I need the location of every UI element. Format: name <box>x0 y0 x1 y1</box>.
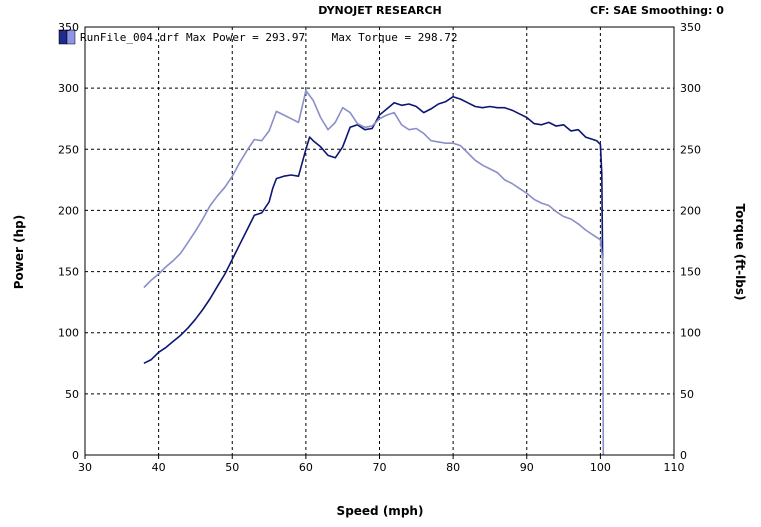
x-tick-label: 40 <box>152 461 166 474</box>
chart-title: DYNOJET RESEARCH <box>318 4 441 17</box>
y-left-tick-label: 350 <box>58 21 79 34</box>
y-right-tick-label: 300 <box>680 82 701 95</box>
y-right-tick-label: 250 <box>680 143 701 156</box>
x-tick-label: 80 <box>446 461 460 474</box>
y-left-tick-label: 0 <box>72 449 79 462</box>
y-right-tick-label: 100 <box>680 327 701 340</box>
x-tick-label: 110 <box>664 461 685 474</box>
x-tick-label: 100 <box>590 461 611 474</box>
x-tick-label: 50 <box>225 461 239 474</box>
x-axis-ticks: 30 40 50 60 70 80 90 100 110 <box>78 455 685 474</box>
data-series <box>143 89 605 456</box>
y-left-tick-label: 300 <box>58 82 79 95</box>
x-tick-label: 90 <box>520 461 534 474</box>
x-tick-label: 70 <box>373 461 387 474</box>
x-tick-label: 30 <box>78 461 92 474</box>
x-axis-label: Speed (mph) <box>337 504 424 518</box>
y-right-tick-label: 200 <box>680 204 701 217</box>
y-right-tick-label: 0 <box>680 449 687 462</box>
y-left-tick-label: 200 <box>58 204 79 217</box>
y-left-tick-label: 150 <box>58 266 79 279</box>
y-right-tick-label: 150 <box>680 266 701 279</box>
y-right-tick-label: 350 <box>680 21 701 34</box>
legend-swatch-torque <box>66 29 76 45</box>
y-axis-left-label: Power (hp) <box>12 215 26 289</box>
y-right-tick-label: 50 <box>680 388 694 401</box>
y-axis-left-ticks: 0 50 100 150 200 250 300 350 <box>58 21 79 462</box>
correction-info: CF: SAE Smoothing: 0 <box>590 4 724 17</box>
y-left-tick-label: 250 <box>58 143 79 156</box>
y-left-tick-label: 100 <box>58 327 79 340</box>
y-left-tick-label: 50 <box>65 388 79 401</box>
legend-label: RunFile_004.drf Max Power = 293.97 Max T… <box>80 31 458 44</box>
legend: RunFile_004.drf Max Power = 293.97 Max T… <box>58 29 458 45</box>
x-tick-label: 60 <box>299 461 313 474</box>
y-axis-right-ticks: 0 50 100 150 200 250 300 350 <box>680 21 701 462</box>
y-axis-right-label: Torque (ft-lbs) <box>733 204 747 301</box>
torque-curve <box>143 89 605 456</box>
